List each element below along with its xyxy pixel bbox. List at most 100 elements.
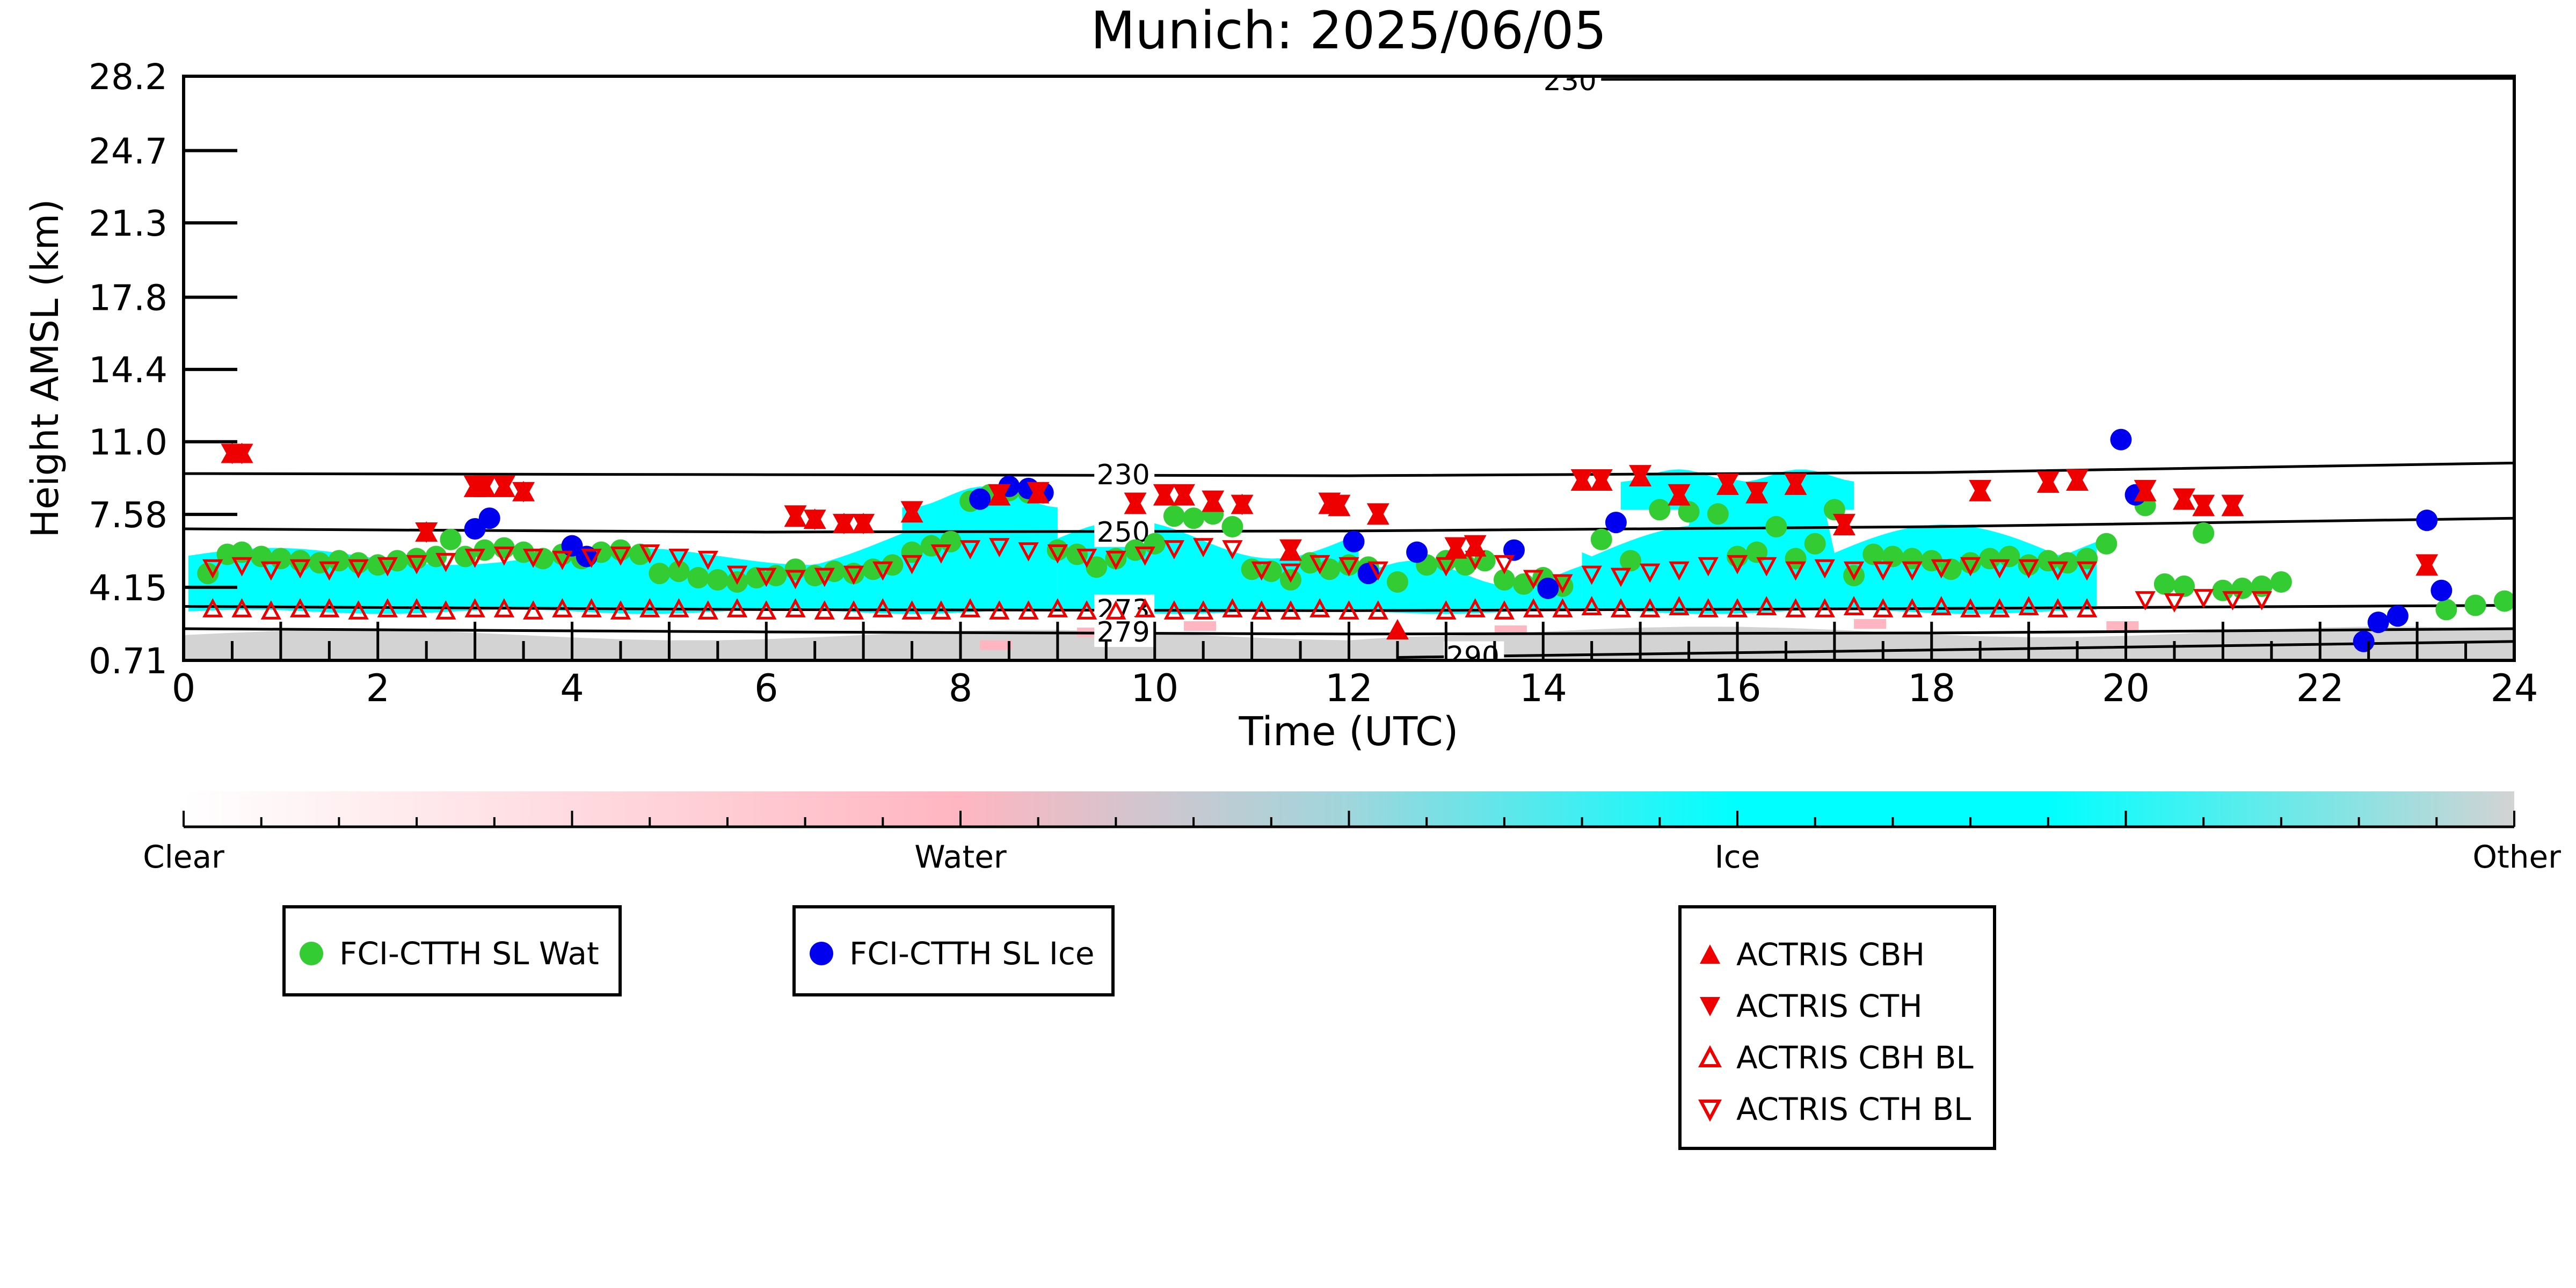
marker-actris-cth-bl (2135, 591, 2156, 610)
marker-actris-cbh-bl (785, 598, 806, 617)
marker-actris-cth-bl (1523, 570, 1544, 590)
marker-actris-cbh-bl (814, 600, 835, 620)
marker-actris-cth (1784, 473, 1807, 494)
marker-actris-cth-bl (1727, 555, 1748, 574)
marker-actris-cth (1969, 479, 1992, 500)
marker-actris-cth (988, 484, 1011, 505)
marker-actris-cth (1027, 482, 1050, 503)
marker-actris-cbh-bl (581, 598, 602, 617)
marker-actris-cbh-bl (1989, 598, 2010, 617)
marker-fci-ctth-sl-ice (1406, 541, 1428, 563)
marker-fci-ctth-sl-wat (2018, 554, 2040, 576)
marker-fci-ctth-sl-wat (1144, 533, 1166, 555)
legend-label-cbh: ACTRIS CBH (1736, 936, 1925, 973)
y-tick-label: 0.71 (89, 641, 168, 682)
marker-fci-ctth-sl-wat (2212, 579, 2234, 601)
legend-marker-cbh-bl (1698, 1045, 1722, 1067)
marker-fci-ctth-sl-wat (440, 528, 462, 550)
marker-actris-cth (1328, 494, 1351, 515)
marker-actris-cbh-bl (1785, 598, 1806, 617)
marker-actris-cth-bl (1756, 557, 1777, 577)
marker-actris-cth-bl (1134, 547, 1155, 566)
marker-actris-cth (1716, 473, 1739, 494)
marker-actris-cth-bl (522, 548, 544, 568)
marker-actris-cth (1366, 503, 1389, 524)
marker-actris-cbh-bl (1727, 598, 1748, 617)
marker-fci-ctth-sl-ice (478, 507, 500, 529)
x-tick-label: 18 (1908, 666, 1955, 710)
marker-fci-ctth-sl-wat (629, 543, 651, 565)
x-tick-label: 0 (172, 666, 196, 710)
marker-fci-ctth-sl-wat (1979, 548, 2001, 570)
marker-actris-cth (1124, 492, 1147, 513)
marker-fci-ctth-sl-wat (687, 567, 709, 589)
x-tick-label: 12 (1325, 666, 1373, 710)
marker-actris-cbh-bl (1873, 598, 1894, 617)
marker-fci-ctth-sl-ice (1605, 512, 1627, 534)
y-tick-label: 4.15 (89, 567, 168, 609)
marker-fci-ctth-sl-ice (2386, 605, 2408, 627)
marker-fci-ctth-sl-wat (2153, 573, 2175, 595)
y-tick-label: 24.7 (89, 131, 168, 172)
legend-marker-water (300, 942, 323, 965)
marker-fci-ctth-sl-wat (1260, 561, 1282, 583)
marker-actris-cth (2134, 479, 2157, 500)
marker-fci-ctth-sl-wat (1620, 550, 1642, 572)
marker-actris-cth (492, 475, 515, 496)
marker-fci-ctth-sl-ice (2110, 428, 2132, 450)
marker-actris-cth-bl (348, 559, 369, 579)
isotherm-label: 230 (1544, 65, 1597, 97)
marker-actris-cth-bl (1843, 561, 1865, 581)
marker-actris-cbh-bl (843, 600, 864, 620)
marker-actris-cth (1629, 465, 1652, 486)
marker-actris-cth (2173, 488, 2196, 509)
marker-actris-cbh-bl (552, 598, 573, 617)
isotherm-label: 230 (1097, 459, 1150, 491)
marker-actris-cth (1444, 537, 1467, 558)
marker-actris-cth-bl (464, 548, 485, 568)
marker-fci-ctth-sl-wat (746, 567, 768, 589)
marker-actris-cbh-bl (1698, 598, 1719, 617)
marker-actris-cth (2415, 554, 2439, 575)
marker-actris-cth (803, 510, 826, 530)
marker-actris-cth-bl (1193, 538, 1214, 557)
marker-actris-cbh-bl (1251, 600, 1272, 620)
marker-actris-cbh-bl (319, 598, 340, 617)
marker-actris-cbh-bl (1280, 600, 1301, 620)
marker-actris-cth-bl (1163, 540, 1185, 559)
y-tick-label: 14.4 (89, 350, 168, 391)
x-tick-label: 16 (1713, 666, 1761, 710)
marker-actris-cth (1464, 535, 1487, 556)
x-axis: 0 2 4 6 8 10 12 14 16 18 20 22 24 (172, 622, 2538, 710)
marker-fci-ctth-sl-wat (1707, 503, 1729, 525)
marker-fci-ctth-sl-wat (1590, 528, 1612, 550)
water-class-speckle (1854, 619, 1887, 629)
x-tick-label: 14 (1519, 666, 1567, 710)
marker-fci-ctth-sl-wat (2037, 550, 2059, 572)
marker-actris-cth (1590, 469, 1613, 490)
marker-fci-ctth-sl-wat (2193, 522, 2215, 544)
marker-actris-cbh-bl (2018, 596, 2039, 615)
marker-actris-cbh-bl (726, 598, 748, 617)
marker-actris-cth-bl (406, 555, 427, 574)
y-tick-label: 17.8 (89, 278, 168, 319)
isotherm-line-1 (184, 516, 2514, 534)
marker-actris-cbh-bl (260, 600, 281, 620)
marker-actris-cbh-bl (1465, 598, 1486, 617)
legend-marker-cbh (1700, 944, 1720, 964)
marker-actris-cth-bl (756, 567, 777, 587)
marker-actris-cbh-bl (1494, 600, 1515, 620)
marker-fci-ctth-sl-wat (707, 569, 729, 591)
marker-fci-ctth-sl-ice (1537, 577, 1559, 599)
marker-actris-cbh-bl (930, 600, 952, 620)
marker-actris-cbh-bl (1309, 598, 1330, 617)
isotherm-label: 290 (1446, 641, 1500, 673)
marker-actris-cth-bl (1931, 559, 1952, 579)
marker-actris-cth-bl (2193, 589, 2214, 608)
marker-actris-cbh-bl (1163, 600, 1185, 620)
marker-actris-cbh-bl (872, 598, 893, 617)
marker-actris-cth-bl (231, 557, 252, 577)
marker-actris-cth-bl (2047, 561, 2069, 581)
marker-fci-ctth-sl-wat (2231, 577, 2253, 599)
marker-actris-cbh-bl (348, 600, 369, 620)
